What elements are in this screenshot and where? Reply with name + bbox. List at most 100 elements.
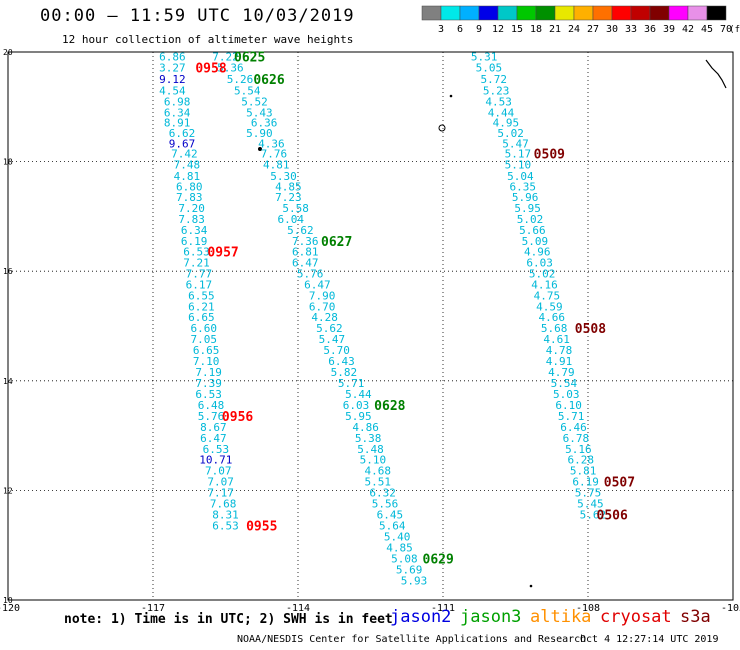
lon-tick-label: -117 <box>141 603 165 614</box>
colorbar-swatch <box>611 5 632 21</box>
lon-tick-label: -105 <box>721 603 740 614</box>
wave-height-reading: 6.35 <box>510 180 537 193</box>
legend-cryosat: cryosat <box>600 607 672 627</box>
wave-height-reading: 7.90 <box>309 289 336 302</box>
lat-tick-label: 16 <box>3 267 13 276</box>
colorbar-label: 36 <box>644 24 656 35</box>
colorbar-label: 21 <box>549 24 561 35</box>
wave-height-reading: 5.17 <box>505 147 532 160</box>
wave-height-reading: 5.70 <box>323 344 350 357</box>
wave-height-reading: 9.67 <box>169 138 196 151</box>
wave-height-reading: 5.95 <box>345 410 372 423</box>
wave-height-reading: 6.48 <box>198 399 225 412</box>
wave-height-reading: 5.40 <box>384 530 411 543</box>
wave-height-reading: 3.27 <box>159 61 186 74</box>
wave-height-reading: 5.71 <box>338 377 365 390</box>
colorbar-swatch <box>630 5 651 21</box>
wave-height-reading: 5.04 <box>507 170 534 183</box>
wave-height-reading: 7.22 <box>212 50 239 63</box>
colorbar-label: 6 <box>457 24 463 35</box>
wave-height-reading: 5.52 <box>241 95 268 108</box>
wave-height-reading: 7.17 <box>207 487 234 500</box>
pass-time-label: 0509 <box>534 147 565 162</box>
pass-time-label: 0625 <box>234 50 265 65</box>
wave-height-reading: 5.38 <box>355 432 382 445</box>
wave-height-reading: 5.08 <box>391 552 418 565</box>
wave-height-reading: 5.30 <box>270 170 297 183</box>
wave-height-reading: 4.44 <box>488 106 515 119</box>
colorbar-swatch <box>668 5 689 21</box>
pass-time-label: 0627 <box>321 235 352 250</box>
wave-height-reading: 5.72 <box>481 73 508 86</box>
credit-line: NOAA/NESDIS Center for Satellite Applica… <box>237 634 587 645</box>
colorbar-swatch <box>459 5 480 21</box>
wave-height-reading: 6.65 <box>188 311 215 324</box>
wave-height-reading: 6.53 <box>203 443 230 456</box>
wave-height-reading: 5.62 <box>580 509 607 522</box>
wave-height-reading: 5.58 <box>282 202 309 215</box>
wave-height-reading: 5.16 <box>565 443 592 456</box>
wave-height-reading: 5.09 <box>522 235 549 248</box>
wave-height-reading: 5.76 <box>198 410 225 423</box>
pass-time-label: 0955 <box>246 519 277 534</box>
pass-time-label: 0626 <box>253 73 284 88</box>
wave-height-reading: 4.81 <box>174 170 201 183</box>
page-subtitle: 12 hour collection of altimeter wave hei… <box>62 33 354 46</box>
wave-height-reading: 6.03 <box>526 256 553 269</box>
wave-height-reading: 4.78 <box>546 344 573 357</box>
wave-height-reading: 5.48 <box>357 443 384 456</box>
wave-height-reading: 5.02 <box>529 267 556 280</box>
wave-height-reading: 5.81 <box>570 465 597 478</box>
wave-height-reading: 5.68 <box>541 322 568 335</box>
lon-tick-label: -108 <box>576 603 600 614</box>
island-marker <box>258 147 262 151</box>
map-frame <box>7 51 734 601</box>
wave-height-reading: 6.46 <box>560 421 587 434</box>
wave-height-reading: 5.54 <box>234 84 261 97</box>
wave-height-reading: 5.75 <box>575 487 602 500</box>
wave-height-reading: 5.62 <box>287 224 314 237</box>
wave-height-reading: 6.81 <box>292 245 319 258</box>
wave-height-reading: 4.86 <box>352 421 379 434</box>
wave-height-reading: 6.62 <box>169 127 196 140</box>
wave-height-reading: 6.28 <box>568 454 595 467</box>
legend-jason3: jason3 <box>460 607 522 627</box>
colorbar-swatch <box>687 5 708 21</box>
colorbar-swatch <box>440 5 461 21</box>
wave-height-reading: 4.28 <box>311 311 338 324</box>
wave-height-reading: 6.04 <box>278 213 305 226</box>
footnote: note: 1) Time is in UTC; 2) SWH is in fe… <box>64 612 393 627</box>
wave-height-reading: 5.02 <box>497 127 524 140</box>
wave-height-reading: 6.32 <box>369 487 396 500</box>
wave-height-reading: 5.51 <box>365 476 392 489</box>
pass-time-label: 0957 <box>207 245 238 260</box>
colorbar-label: 24 <box>568 24 580 35</box>
wave-height-reading: 4.91 <box>546 355 573 368</box>
wave-height-reading: 5.96 <box>512 191 539 204</box>
wave-height-reading: 6.86 <box>159 50 186 63</box>
colorbar-swatch <box>535 5 556 21</box>
wave-height-reading: 5.47 <box>319 333 346 346</box>
lat-tick-label: 10 <box>3 596 13 605</box>
wave-height-reading: 6.70 <box>309 300 336 313</box>
wave-height-reading: 7.07 <box>207 476 234 489</box>
wave-height-reading: 5.90 <box>246 127 273 140</box>
colorbar-swatch <box>573 5 594 21</box>
wave-height-reading: 6.19 <box>181 235 208 248</box>
wave-height-reading: 7.07 <box>205 465 232 478</box>
lon-tick-label: -114 <box>286 603 310 614</box>
wave-height-reading: 7.20 <box>178 202 205 215</box>
wave-height-reading: 4.96 <box>524 245 551 258</box>
wave-height-reading: 6.78 <box>563 432 590 445</box>
wave-height-reading: 5.64 <box>379 519 406 532</box>
wave-height-reading: 5.71 <box>558 410 585 423</box>
wave-height-reading: 4.59 <box>536 300 563 313</box>
wave-height-reading: 5.31 <box>471 50 498 63</box>
wave-height-reading: 4.68 <box>365 465 392 478</box>
pass-time-label: 0958 <box>195 61 226 76</box>
page-title: 00:00 — 11:59 UTC 10/03/2019 <box>40 6 355 26</box>
wave-height-reading: 6.17 <box>186 278 213 291</box>
wave-height-reading: 4.81 <box>263 158 290 171</box>
wave-height-reading: 5.66 <box>519 224 546 237</box>
wave-height-reading: 4.75 <box>534 289 561 302</box>
